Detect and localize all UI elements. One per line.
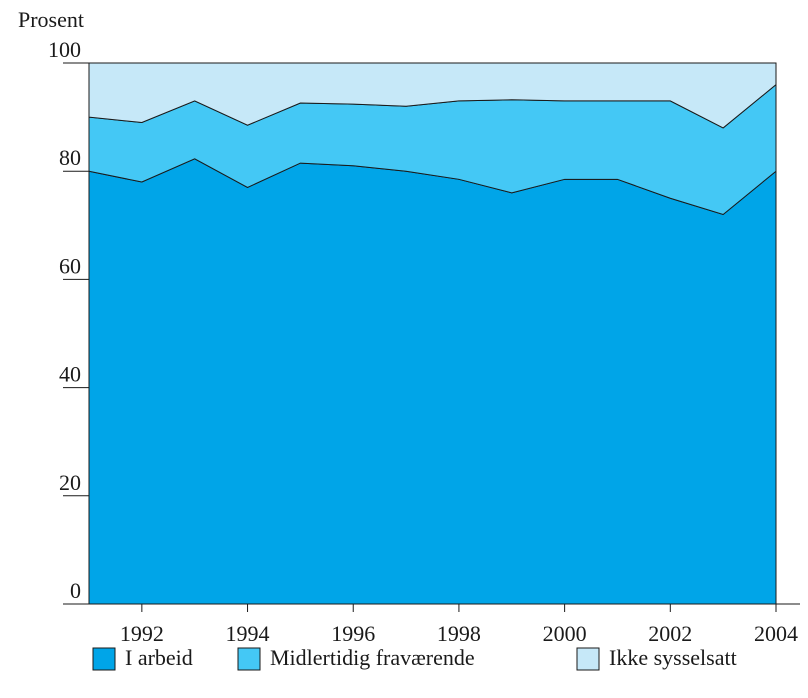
y-tick-label: 60	[59, 253, 81, 278]
x-tick-label: 1992	[120, 621, 164, 646]
y-tick-label: 0	[70, 578, 81, 603]
legend-label: Ikke sysselsatt	[609, 645, 737, 670]
y-tick-label: 20	[59, 470, 81, 495]
x-tick-label: 2000	[543, 621, 587, 646]
y-tick-label: 80	[59, 145, 81, 170]
x-tick-label: 2002	[648, 621, 692, 646]
legend-swatch	[576, 647, 600, 671]
legend-swatch	[237, 647, 261, 671]
area	[88, 158, 777, 605]
legend-label: I arbeid	[125, 645, 193, 670]
y-axis-label: Prosent	[18, 7, 84, 32]
legend-label: Midlertidig fraværende	[270, 645, 475, 670]
legend-swatch	[92, 647, 116, 671]
y-tick-label: 100	[48, 37, 81, 62]
x-tick-label: 1998	[437, 621, 481, 646]
x-tick-label: 1994	[226, 621, 270, 646]
x-tick-label: 2004	[754, 621, 798, 646]
x-tick-label: 1996	[331, 621, 375, 646]
y-tick-label: 40	[59, 362, 81, 387]
